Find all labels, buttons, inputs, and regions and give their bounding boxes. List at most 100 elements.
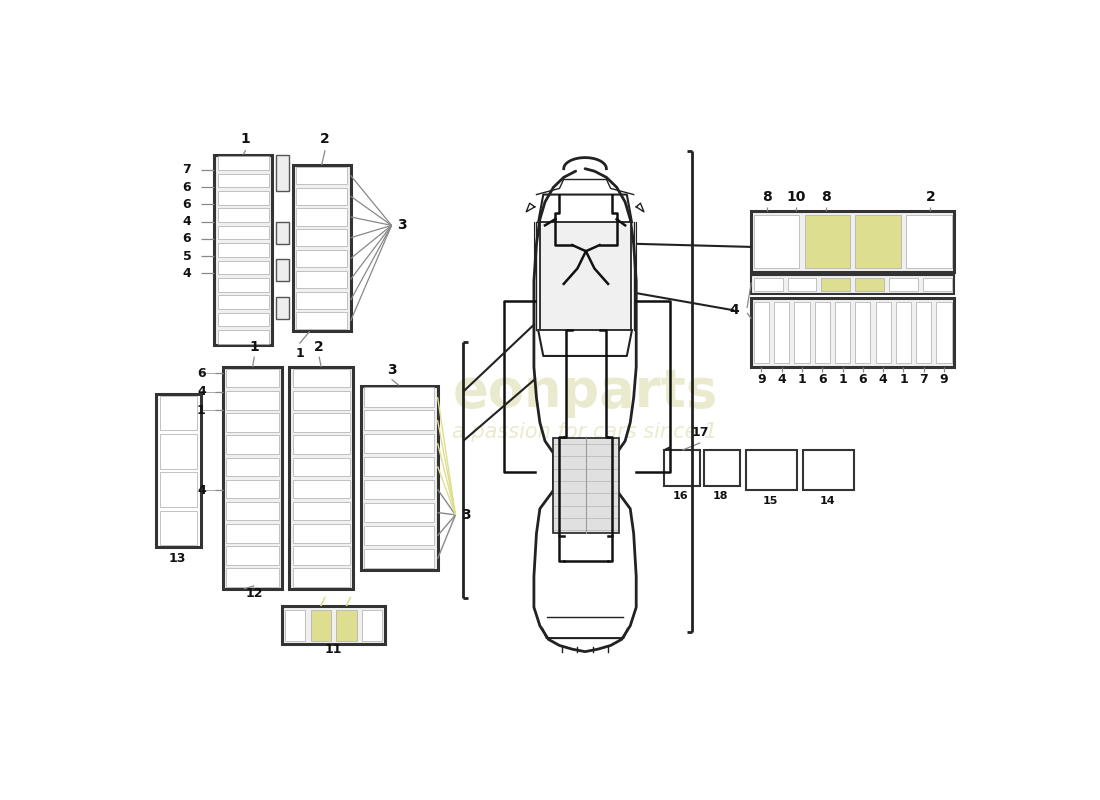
Bar bbox=[895, 302, 911, 363]
Bar bbox=[364, 549, 434, 569]
Bar bbox=[310, 610, 331, 641]
Text: 6: 6 bbox=[183, 233, 191, 246]
Bar bbox=[218, 226, 268, 239]
Text: 16: 16 bbox=[673, 491, 689, 502]
Bar bbox=[227, 480, 279, 498]
Text: 7: 7 bbox=[920, 373, 928, 386]
Text: 6: 6 bbox=[183, 181, 191, 194]
Bar bbox=[227, 502, 279, 521]
Bar bbox=[746, 450, 798, 490]
Text: 1: 1 bbox=[798, 373, 806, 386]
Text: 3: 3 bbox=[387, 363, 396, 377]
Bar bbox=[218, 209, 268, 222]
Bar bbox=[293, 569, 350, 587]
Text: 11: 11 bbox=[324, 643, 342, 656]
Text: 2: 2 bbox=[315, 340, 324, 354]
Bar bbox=[293, 165, 351, 331]
Bar bbox=[364, 410, 434, 430]
Text: 1: 1 bbox=[295, 347, 304, 360]
Bar bbox=[227, 414, 279, 432]
Text: 4: 4 bbox=[778, 373, 786, 386]
Bar bbox=[227, 524, 279, 542]
Bar bbox=[276, 298, 289, 319]
Text: 4: 4 bbox=[879, 373, 888, 386]
Bar bbox=[704, 450, 740, 486]
Text: 1: 1 bbox=[241, 132, 251, 146]
Bar bbox=[751, 211, 954, 271]
Bar bbox=[856, 215, 901, 268]
Bar bbox=[835, 302, 850, 363]
Text: 9: 9 bbox=[757, 373, 766, 386]
Bar bbox=[293, 414, 350, 432]
Bar bbox=[293, 546, 350, 565]
Bar bbox=[218, 330, 268, 344]
Bar bbox=[160, 434, 197, 469]
Bar bbox=[296, 291, 348, 309]
Bar bbox=[160, 396, 197, 430]
Text: 1: 1 bbox=[838, 373, 847, 386]
Bar bbox=[296, 312, 348, 330]
Text: 3: 3 bbox=[397, 218, 407, 232]
Bar bbox=[227, 458, 279, 476]
Bar bbox=[364, 526, 434, 546]
Bar bbox=[754, 302, 769, 363]
Bar bbox=[227, 435, 279, 454]
Bar bbox=[218, 278, 268, 291]
Bar bbox=[804, 215, 850, 268]
Text: 7: 7 bbox=[183, 163, 191, 177]
Text: 12: 12 bbox=[245, 586, 263, 600]
Bar bbox=[754, 278, 782, 290]
Bar bbox=[218, 156, 268, 170]
Bar bbox=[364, 503, 434, 522]
Bar bbox=[214, 154, 272, 346]
Text: 4: 4 bbox=[197, 484, 206, 497]
Text: 8: 8 bbox=[822, 190, 832, 204]
Bar bbox=[664, 450, 701, 486]
Bar bbox=[293, 524, 350, 542]
Text: a passion for cars since 1: a passion for cars since 1 bbox=[452, 422, 717, 442]
Bar bbox=[815, 302, 829, 363]
Bar bbox=[227, 391, 279, 410]
Bar bbox=[906, 215, 952, 268]
Bar bbox=[916, 302, 932, 363]
Text: 6: 6 bbox=[859, 373, 867, 386]
Text: 17: 17 bbox=[692, 426, 708, 439]
Text: 6: 6 bbox=[183, 198, 191, 211]
Bar bbox=[889, 278, 917, 290]
Text: 3: 3 bbox=[461, 508, 471, 522]
Text: 4: 4 bbox=[183, 215, 191, 228]
Text: 6: 6 bbox=[197, 366, 206, 380]
Bar bbox=[218, 313, 268, 326]
Bar bbox=[285, 610, 306, 641]
Bar bbox=[361, 386, 438, 570]
Bar bbox=[822, 278, 850, 290]
Bar bbox=[936, 302, 952, 363]
Bar bbox=[222, 367, 283, 589]
Text: 13: 13 bbox=[169, 551, 186, 565]
Bar bbox=[362, 610, 382, 641]
Bar bbox=[218, 174, 268, 187]
Text: 5: 5 bbox=[183, 250, 191, 262]
Bar bbox=[276, 222, 289, 244]
Bar bbox=[296, 188, 348, 205]
Text: 6: 6 bbox=[818, 373, 826, 386]
Bar bbox=[876, 302, 891, 363]
Bar bbox=[293, 391, 350, 410]
Bar bbox=[296, 270, 348, 288]
Bar bbox=[751, 298, 954, 367]
Bar bbox=[296, 209, 348, 226]
Bar bbox=[803, 450, 855, 490]
Bar bbox=[751, 274, 954, 294]
Bar bbox=[276, 154, 289, 191]
Text: 10: 10 bbox=[786, 190, 806, 204]
Bar bbox=[293, 435, 350, 454]
Bar bbox=[923, 278, 952, 290]
Text: 15: 15 bbox=[762, 496, 778, 506]
Bar bbox=[293, 458, 350, 476]
Bar bbox=[788, 278, 816, 290]
Text: 9: 9 bbox=[939, 373, 948, 386]
Text: 1: 1 bbox=[197, 404, 206, 417]
Bar bbox=[364, 434, 434, 453]
Text: 4: 4 bbox=[183, 267, 191, 280]
Text: eonparts: eonparts bbox=[452, 366, 717, 418]
